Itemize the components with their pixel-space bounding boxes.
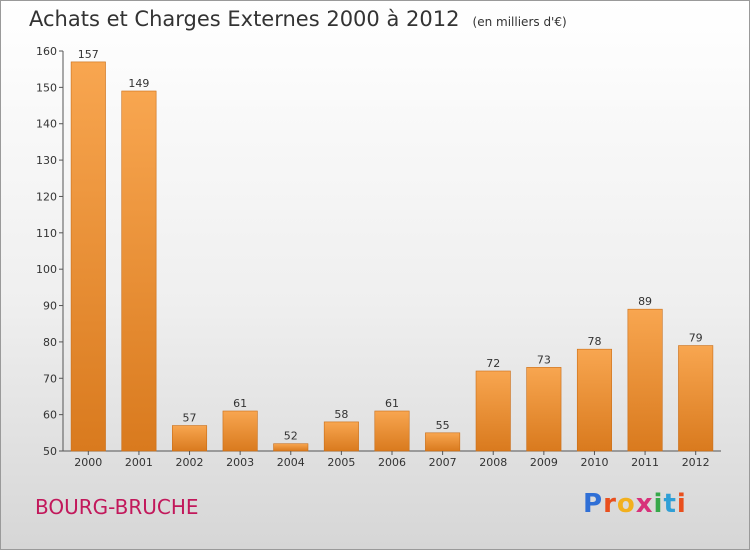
bar — [526, 367, 562, 452]
proxiti-logo: Proxiti — [583, 489, 687, 519]
logo-letter: r — [603, 489, 617, 519]
logo-letter: t — [663, 489, 677, 519]
location-name: BOURG-BRUCHE — [35, 495, 199, 519]
bar-value-label: 79 — [689, 332, 703, 345]
bar-value-label: 61 — [385, 397, 399, 410]
x-tick-label: 2003 — [226, 456, 254, 469]
x-tick-label: 2000 — [74, 456, 102, 469]
bar-value-label: 89 — [638, 295, 652, 308]
y-tick-label: 160 — [36, 45, 57, 58]
bar-value-label: 149 — [128, 77, 149, 90]
y-tick-label: 130 — [36, 154, 57, 167]
bar — [70, 61, 106, 452]
bar — [323, 421, 359, 452]
logo-letter: i — [676, 489, 687, 519]
x-tick-label: 2009 — [530, 456, 558, 469]
y-tick-label: 100 — [36, 263, 57, 276]
bar-value-label: 57 — [183, 412, 197, 425]
x-tick-label: 2011 — [631, 456, 659, 469]
bar — [273, 443, 309, 452]
y-tick-label: 50 — [43, 445, 57, 458]
y-tick-label: 110 — [36, 227, 57, 240]
y-tick-label: 80 — [43, 336, 57, 349]
x-tick-label: 2001 — [125, 456, 153, 469]
bar-value-label: 73 — [537, 353, 551, 366]
bar — [222, 410, 258, 452]
y-tick-label: 60 — [43, 409, 57, 422]
chart-unit: (en milliers d'€) — [472, 15, 567, 29]
bar-value-label: 58 — [334, 408, 348, 421]
bar-value-label: 157 — [78, 48, 99, 61]
bar — [475, 370, 511, 452]
y-tick-label: 120 — [36, 190, 57, 203]
chart-title-block: Achats et Charges Externes 2000 à 2012 (… — [29, 7, 567, 31]
x-tick-label: 2010 — [580, 456, 608, 469]
bar — [121, 90, 157, 452]
x-tick-label: 2002 — [176, 456, 204, 469]
bar-value-label: 72 — [486, 357, 500, 370]
bar — [374, 410, 410, 452]
logo-letter: o — [616, 489, 636, 519]
logo-letter: x — [635, 489, 654, 519]
bar-value-label: 61 — [233, 397, 247, 410]
y-tick-label: 70 — [43, 372, 57, 385]
x-tick-label: 2005 — [327, 456, 355, 469]
x-tick-label: 2007 — [429, 456, 457, 469]
bar — [172, 425, 208, 452]
bar — [576, 348, 612, 452]
y-tick-label: 140 — [36, 118, 57, 131]
bar-value-label: 52 — [284, 430, 298, 443]
y-tick-label: 150 — [36, 81, 57, 94]
chart-title: Achats et Charges Externes 2000 à 2012 — [29, 7, 460, 31]
bar-value-label: 55 — [436, 419, 450, 432]
bar — [425, 432, 461, 452]
x-tick-label: 2012 — [682, 456, 710, 469]
x-tick-label: 2004 — [277, 456, 305, 469]
bar — [627, 308, 663, 452]
bar-value-label: 78 — [587, 335, 601, 348]
x-tick-label: 2008 — [479, 456, 507, 469]
logo-letter: i — [653, 489, 664, 519]
bar — [678, 345, 714, 452]
y-tick-label: 90 — [43, 300, 57, 313]
logo-letter: P — [583, 489, 604, 519]
x-tick-label: 2006 — [378, 456, 406, 469]
